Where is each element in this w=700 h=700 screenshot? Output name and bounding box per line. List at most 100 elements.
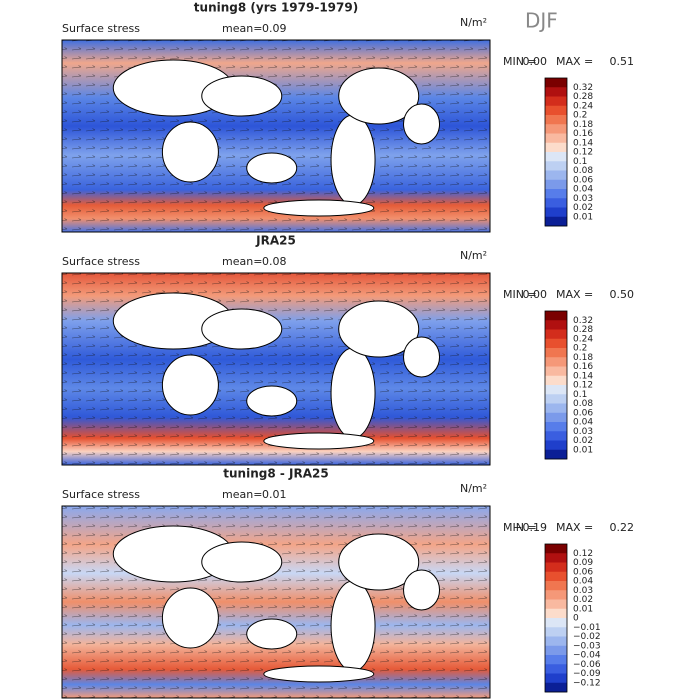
colorbar-label: 0.04 <box>573 185 593 195</box>
colorbar-swatch <box>545 394 567 404</box>
continent <box>161 121 219 183</box>
continent <box>338 533 420 591</box>
mean-value: 0.08 <box>262 255 287 268</box>
colorbar-swatch <box>545 412 567 423</box>
colorbar-label: 0.12 <box>573 148 593 158</box>
colorbar-label: 0.1 <box>573 157 587 167</box>
colorbar-swatch <box>545 673 567 684</box>
min-label: MIN = <box>503 521 537 534</box>
colorbar-swatch <box>545 403 567 414</box>
colorbar-label: 0.12 <box>573 381 593 391</box>
continent <box>263 199 375 217</box>
min-label: MIN = <box>503 288 537 301</box>
colorbar-swatch <box>545 449 567 460</box>
colorbar-label: 0.06 <box>573 408 593 418</box>
colorbar-swatch <box>545 562 567 573</box>
continent <box>201 541 283 583</box>
colorbar-label: 0.24 <box>573 334 593 344</box>
colorbar-label: −0.04 <box>573 651 601 661</box>
colorbar-label: 0.08 <box>573 166 593 176</box>
colorbar-label: 0.02 <box>573 203 593 213</box>
colorbar-label: 0.08 <box>573 399 593 409</box>
colorbar-swatch <box>545 385 567 395</box>
colorbar-swatch <box>545 78 567 88</box>
colorbar-swatch <box>545 207 567 218</box>
colorbar-swatch <box>545 179 567 190</box>
colorbar-swatch <box>545 115 567 125</box>
continent <box>330 580 376 672</box>
continent <box>330 347 376 439</box>
colorbar-swatch <box>545 440 567 451</box>
colorbar-label: 0.01 <box>573 604 593 614</box>
min-value: −0.19 <box>513 521 547 534</box>
colorbar-swatch <box>545 198 567 208</box>
continent <box>403 336 441 378</box>
colorbar-swatch <box>545 133 567 144</box>
colorbar-swatch <box>545 142 567 153</box>
map-frame <box>61 505 491 699</box>
colorbar-swatch <box>545 329 567 340</box>
continent <box>246 385 298 417</box>
colorbar-swatch <box>545 170 567 181</box>
colorbar-label: 0.04 <box>573 577 593 587</box>
continent <box>201 75 283 117</box>
continent <box>403 103 441 145</box>
colorbar-label: 0.12 <box>573 549 593 559</box>
colorbar-label: −0.09 <box>573 669 601 679</box>
colorbar-frame <box>544 77 568 227</box>
map-frame <box>61 272 491 466</box>
colorbar-label: 0.2 <box>573 344 587 354</box>
colorbar-swatch <box>545 422 567 432</box>
colorbar-label: 0.32 <box>573 316 593 326</box>
colorbar-swatch <box>545 636 567 647</box>
colorbar-swatch <box>545 553 567 563</box>
continent <box>330 114 376 206</box>
mean-value: 0.09 <box>262 22 287 35</box>
colorbar-label: 0.14 <box>573 371 593 381</box>
panel-title: tuning8 - JRA25 <box>223 467 328 481</box>
colorbar-label: 0.02 <box>573 595 593 605</box>
colorbar-label: 0.06 <box>573 567 593 577</box>
colorbar-label: 0.18 <box>573 353 593 363</box>
max-label: MAX = <box>556 55 593 68</box>
continent <box>161 354 219 416</box>
colorbar-label: 0.16 <box>573 362 593 372</box>
units: N/m² <box>460 249 487 262</box>
subtitle: Surface stress <box>62 22 140 35</box>
colorbar-label: 0.16 <box>573 129 593 139</box>
colorbar-label: −0.06 <box>573 660 601 670</box>
colorbar-swatch <box>545 161 567 171</box>
units: N/m² <box>460 16 487 29</box>
colorbar-swatch <box>545 618 567 628</box>
colorbar-label: −0.03 <box>573 641 601 651</box>
min-value: 0.00 <box>523 288 548 301</box>
colorbar-label: 0.1 <box>573 390 587 400</box>
colorbar-label: 0.09 <box>573 558 593 568</box>
colorbar-swatch <box>545 590 567 600</box>
colorbar-swatch <box>545 105 567 116</box>
colorbar-swatch <box>545 320 567 330</box>
colorbar-label: 0.24 <box>573 101 593 111</box>
panel-title: tuning8 (yrs 1979-1979) <box>194 1 358 15</box>
colorbar-label: −0.01 <box>573 623 601 633</box>
continent <box>246 152 298 184</box>
colorbar-label: 0 <box>573 614 579 624</box>
continent <box>263 665 375 683</box>
panel-title: JRA25 <box>255 234 296 248</box>
colorbar-swatch <box>545 124 567 134</box>
continent <box>338 300 420 358</box>
max-value: 0.22 <box>610 521 635 534</box>
colorbar-frame <box>544 310 568 460</box>
colorbar-swatch <box>545 627 567 637</box>
continent <box>201 308 283 350</box>
max-label: MAX = <box>556 521 593 534</box>
map-frame <box>61 39 491 233</box>
continent <box>263 432 375 450</box>
colorbar-label: 0.14 <box>573 138 593 148</box>
min-label: MIN = <box>503 55 537 68</box>
colorbar-swatch <box>545 599 567 610</box>
colorbar-swatch <box>545 544 567 554</box>
colorbar-swatch <box>545 189 567 199</box>
colorbar-label: 0.03 <box>573 586 593 596</box>
